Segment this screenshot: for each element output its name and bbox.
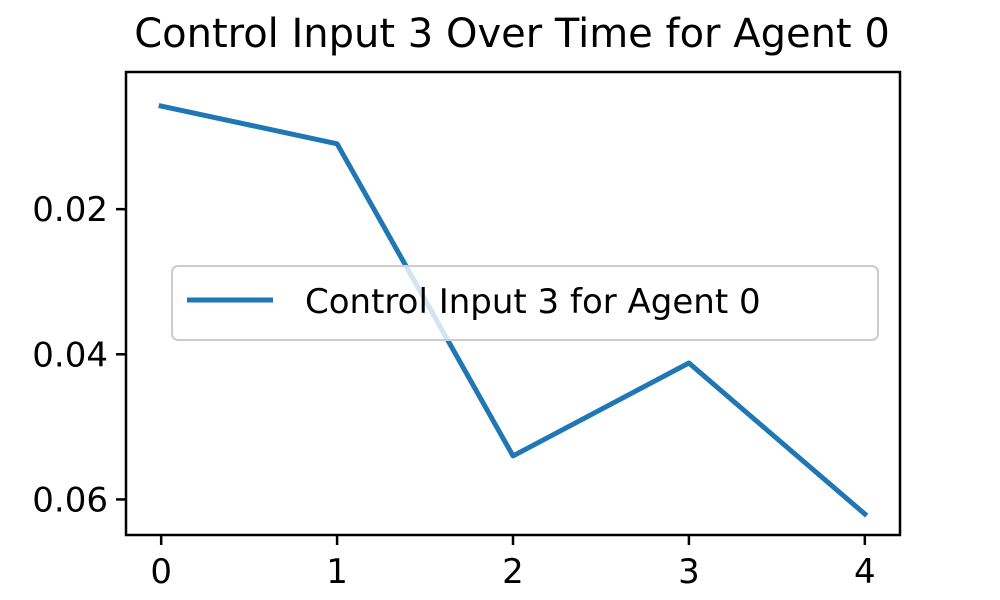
y-axis: 0.02 0.04 0.06 (32, 190, 126, 520)
x-axis: 0 1 2 3 4 (150, 535, 876, 592)
chart-title: Control Input 3 Over Time for Agent 0 (134, 11, 890, 57)
x-tick-label: 4 (854, 552, 876, 592)
x-tick-label: 0 (150, 552, 172, 592)
series-layer (158, 103, 869, 518)
y-tick-label: 0.04 (32, 335, 108, 375)
legend-label: Control Input 3 for Agent 0 (305, 282, 761, 322)
legend: Control Input 3 for Agent 0 (171, 265, 879, 341)
x-tick-label: 1 (326, 552, 348, 592)
y-tick-label: 0.06 (32, 480, 108, 520)
series-line (158, 103, 869, 518)
x-tick-label: 3 (678, 552, 700, 592)
legend-box (171, 265, 879, 341)
y-tick-label: 0.02 (32, 190, 108, 230)
x-tick-label: 2 (502, 552, 524, 592)
